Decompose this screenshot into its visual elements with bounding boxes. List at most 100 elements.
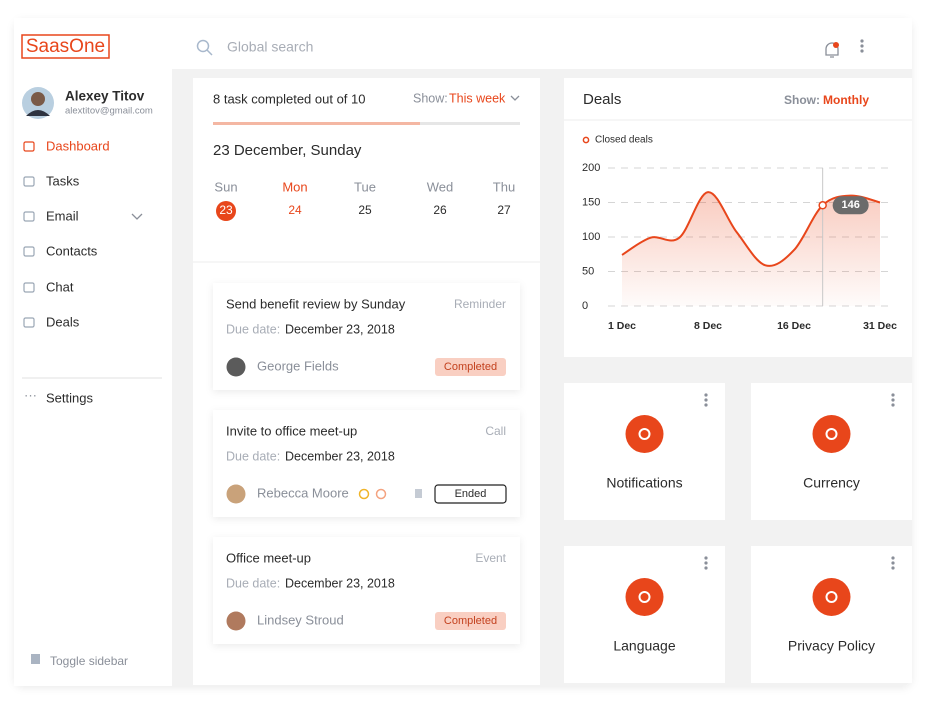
y-tick-label: 150 [582,196,600,208]
nav-item[interactable]: Tasks [46,173,80,188]
logo-box [21,34,110,59]
tile-menu-dot[interactable] [891,566,895,570]
weekday: Wed [427,179,454,194]
tile-menu-dot[interactable] [704,403,708,407]
delete-icon[interactable] [415,489,422,498]
nav-item[interactable]: Deals [46,314,80,329]
assignee-avatar [226,611,246,631]
toggle-icon[interactable] [31,654,40,664]
due-date: December 23, 2018 [285,576,395,590]
due-label: Due date: [226,322,280,336]
status-badge [435,612,506,630]
nav-item[interactable]: Settings [46,390,93,405]
nav-icon [23,211,35,222]
show-value[interactable]: This week [449,91,506,105]
chevron[interactable] [131,213,143,220]
tile-menu-dot[interactable] [891,403,895,407]
search-input[interactable]: Global search [227,39,313,55]
progress-fill [213,122,420,125]
assignee-avatar [226,357,246,377]
day-number[interactable]: 25 [358,203,372,217]
topbar [172,18,912,69]
tile-icon-glyph [825,591,838,603]
show-label: Show: [784,93,820,107]
line [621,191,881,267]
status-button[interactable] [434,484,507,504]
sidebar [14,18,172,686]
nav-icon [23,176,35,187]
logo[interactable]: SaasOne [26,36,105,57]
tile-menu-dot[interactable] [891,398,895,402]
tile-icon-glyph [638,428,651,440]
weekday: Mon [282,179,307,194]
task-title: Send benefit review by Sunday [226,296,406,311]
search-icon [196,39,210,53]
deals-title: Deals [583,91,621,108]
tile-icon-glyph [638,591,651,603]
status[interactable]: Ended [455,488,487,500]
dots-icon: ··· [24,387,37,402]
chevron[interactable] [510,95,520,101]
tile-menu-dot[interactable] [891,556,895,560]
day-number[interactable]: 24 [288,203,302,217]
status: Completed [444,361,497,373]
due-label: Due date: [226,449,280,463]
menu-dots[interactable] [860,39,864,53]
nav-item[interactable]: Dashboard [46,138,110,153]
area [622,192,880,306]
y-tick-label: 200 [582,162,600,174]
user-email: alextitov@gmail.com [65,106,153,117]
tile-icon [812,415,851,453]
tile-icon [812,578,851,616]
bell-icon[interactable] [825,42,839,58]
task-summary: 8 task completed out of 10 [213,91,365,106]
y-tick-label: 50 [582,265,594,277]
tile-menu-dot[interactable] [704,393,708,397]
tile-label: Language [613,638,676,654]
toggle-sidebar[interactable]: Toggle sidebar [50,654,128,668]
x-tick-label: 8 Dec [694,320,722,332]
due-date: December 23, 2018 [285,449,395,463]
x-tick-label: 16 Dec [777,320,811,332]
nav-item[interactable]: Contacts [46,243,98,258]
tile-menu-dot[interactable] [704,561,708,565]
hover-point[interactable] [818,201,827,210]
due-date: December 23, 2018 [285,322,395,336]
status: Completed [444,615,497,627]
task-type: Call [485,424,506,438]
tooltip-value: 146 [841,199,859,211]
tile-menu-dot[interactable] [704,556,708,560]
nav-icon [23,141,35,152]
task-type: Reminder [454,297,506,311]
nav-icon [23,282,35,293]
search-icon [206,49,213,56]
task-title: Invite to office meet-up [226,423,357,438]
tile-icon-glyph [825,428,838,440]
tile-menu-dot[interactable] [891,393,895,397]
assignee: Lindsey Stroud [257,612,344,627]
assignee: Rebecca Moore [257,485,349,500]
day-number[interactable]: 26 [433,203,447,217]
weekday: Tue [354,179,376,194]
nav-icon [23,317,35,328]
nav-item[interactable]: Chat [46,279,74,294]
tile-label: Privacy Policy [788,638,875,654]
user-name: Alexey Titov [65,89,145,104]
legend-marker [582,136,590,144]
show-value[interactable]: Monthly [823,93,869,107]
x-tick-label: 1 Dec [608,320,636,332]
tile-menu-dot[interactable] [891,561,895,565]
task-title: Office meet-up [226,550,311,565]
day-number[interactable]: 27 [497,203,511,217]
tile-menu-dot[interactable] [704,566,708,570]
y-tick-label: 100 [582,231,600,243]
tooltip [832,196,869,215]
assignee: George Fields [257,358,339,373]
day-number[interactable]: 23 [219,203,233,217]
current-date: 23 December, Sunday [213,142,362,159]
nav-icon [23,246,35,257]
nav-item[interactable]: Email [46,208,79,223]
avatar-body [26,110,50,116]
tile-menu-dot[interactable] [704,398,708,402]
